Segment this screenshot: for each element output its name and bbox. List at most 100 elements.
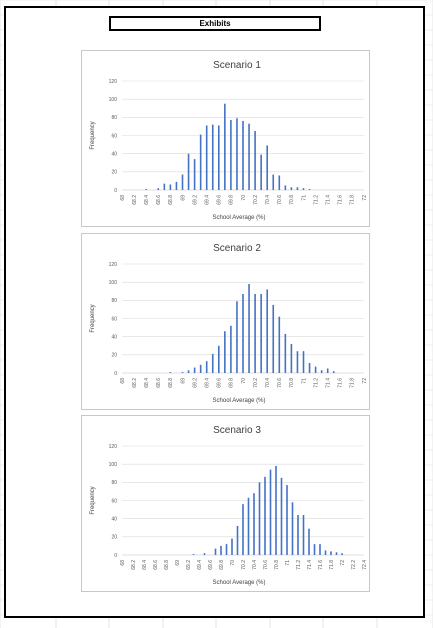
x-tick-label: 68 xyxy=(120,378,126,384)
x-tick-label: 69.2 xyxy=(192,195,198,205)
bar xyxy=(169,184,172,190)
y-tick-label: 80 xyxy=(111,298,117,304)
y-tick-label: 100 xyxy=(109,462,118,468)
bar xyxy=(272,304,275,373)
x-tick-label: 68.2 xyxy=(131,560,137,570)
bar xyxy=(231,538,233,555)
bar xyxy=(297,515,299,555)
y-axis-label: Frequency xyxy=(90,304,96,332)
bar xyxy=(296,351,299,373)
chart-title: Scenario 2 xyxy=(213,243,261,254)
bar xyxy=(296,187,299,190)
x-axis-label: School Average (%) xyxy=(213,215,266,221)
bar xyxy=(284,185,287,190)
chart-title: Scenario 1 xyxy=(213,60,261,71)
x-tick-label: 70 xyxy=(241,378,247,384)
bar xyxy=(225,544,228,555)
chart-scenario-2[interactable]: Scenario 2 0 20 40 60 80 100 120 68 68.2 68.4 68.6 6… xyxy=(81,233,370,410)
bar xyxy=(269,469,272,555)
x-tick-label: 70.8 xyxy=(289,378,295,388)
bar xyxy=(319,544,321,555)
bar xyxy=(324,550,327,555)
x-tick-label: 71.2 xyxy=(313,378,319,388)
x-axis-label: School Average (%) xyxy=(213,580,266,586)
bar xyxy=(224,103,226,190)
chart-scenario-3[interactable]: Scenario 3 0 20 40 60 80 100 120 68 68.2 68.4 68.6 6… xyxy=(81,415,370,592)
bar xyxy=(163,183,166,190)
bar xyxy=(230,120,232,190)
y-tick-label: 80 xyxy=(111,115,117,121)
x-tick-label: 68.2 xyxy=(132,378,138,388)
x-tick-label: 69.2 xyxy=(186,560,192,570)
y-tick-label: 20 xyxy=(111,535,117,541)
exhibits-title: Exhibits xyxy=(109,16,321,31)
x-tick-label: 69.6 xyxy=(208,560,214,570)
x-tick-label: 69.4 xyxy=(205,378,211,388)
x-tick-label: 72 xyxy=(340,560,346,566)
bar xyxy=(248,283,250,373)
bar xyxy=(145,189,147,190)
y-tick-label: 40 xyxy=(111,516,117,522)
bar xyxy=(218,125,220,190)
y-tick-label: 0 xyxy=(114,553,117,559)
y-tick-label: 0 xyxy=(114,371,117,377)
x-tick-label: 68.6 xyxy=(156,378,162,388)
x-tick-label: 71.8 xyxy=(329,560,335,570)
bar xyxy=(236,301,238,373)
bar xyxy=(302,188,305,190)
bar xyxy=(242,120,244,190)
bar xyxy=(199,134,202,190)
bar xyxy=(193,159,196,190)
bar xyxy=(326,368,329,373)
bar xyxy=(290,343,293,373)
bar xyxy=(266,145,268,190)
bar xyxy=(236,525,239,555)
x-tick-label: 71.8 xyxy=(350,378,356,388)
bar xyxy=(291,502,294,555)
bar xyxy=(214,548,217,555)
bar xyxy=(220,545,222,555)
bar xyxy=(278,175,281,190)
y-tick-label: 120 xyxy=(109,262,118,268)
bar xyxy=(290,187,293,190)
x-tick-label: 69.8 xyxy=(229,195,235,205)
bar xyxy=(278,316,281,373)
x-tick-label: 70.6 xyxy=(277,378,283,388)
bar xyxy=(302,351,305,373)
x-tick-label: 69 xyxy=(180,195,186,201)
x-tick-label: 70.4 xyxy=(265,378,271,388)
bar xyxy=(332,371,335,373)
x-tick-label: 71.4 xyxy=(326,378,332,388)
bar xyxy=(308,528,310,555)
x-tick-label: 70.6 xyxy=(277,195,283,205)
x-tick-label: 69.6 xyxy=(217,378,223,388)
x-tick-label: 71 xyxy=(285,560,291,566)
x-tick-label: 70 xyxy=(230,560,236,566)
y-tick-label: 80 xyxy=(111,480,117,486)
bar xyxy=(341,553,343,555)
x-tick-label: 68.6 xyxy=(156,195,162,205)
x-tick-label: 68.8 xyxy=(164,560,170,570)
x-tick-label: 69.2 xyxy=(192,378,198,388)
x-tick-label: 71.4 xyxy=(307,560,313,570)
x-tick-label: 68.8 xyxy=(168,195,174,205)
bar xyxy=(308,189,311,190)
chart-title: Scenario 3 xyxy=(213,425,261,436)
x-tick-label: 70 xyxy=(241,195,247,201)
x-tick-label: 70.2 xyxy=(253,378,259,388)
x-tick-label: 69.6 xyxy=(217,195,223,205)
y-tick-label: 20 xyxy=(111,170,117,176)
bar xyxy=(236,118,238,190)
bar xyxy=(230,325,232,373)
chart-scenario-1[interactable]: Scenario 1 0 20 40 60 80 100 120 68 68.2 68.4 68.6 6… xyxy=(81,50,370,227)
y-tick-label: 60 xyxy=(111,316,117,322)
x-tick-label: 69.8 xyxy=(219,560,225,570)
bar xyxy=(203,553,206,555)
bar xyxy=(286,485,288,555)
bar xyxy=(330,551,332,555)
x-tick-label: 68.4 xyxy=(142,560,148,570)
chart-scenario-2-plot: Scenario 2 0 20 40 60 80 100 120 68 68.2 68.4 68.6 6… xyxy=(90,243,368,404)
x-tick-label: 72 xyxy=(362,195,368,201)
x-tick-label: 71.6 xyxy=(338,378,344,388)
bar xyxy=(211,124,214,190)
